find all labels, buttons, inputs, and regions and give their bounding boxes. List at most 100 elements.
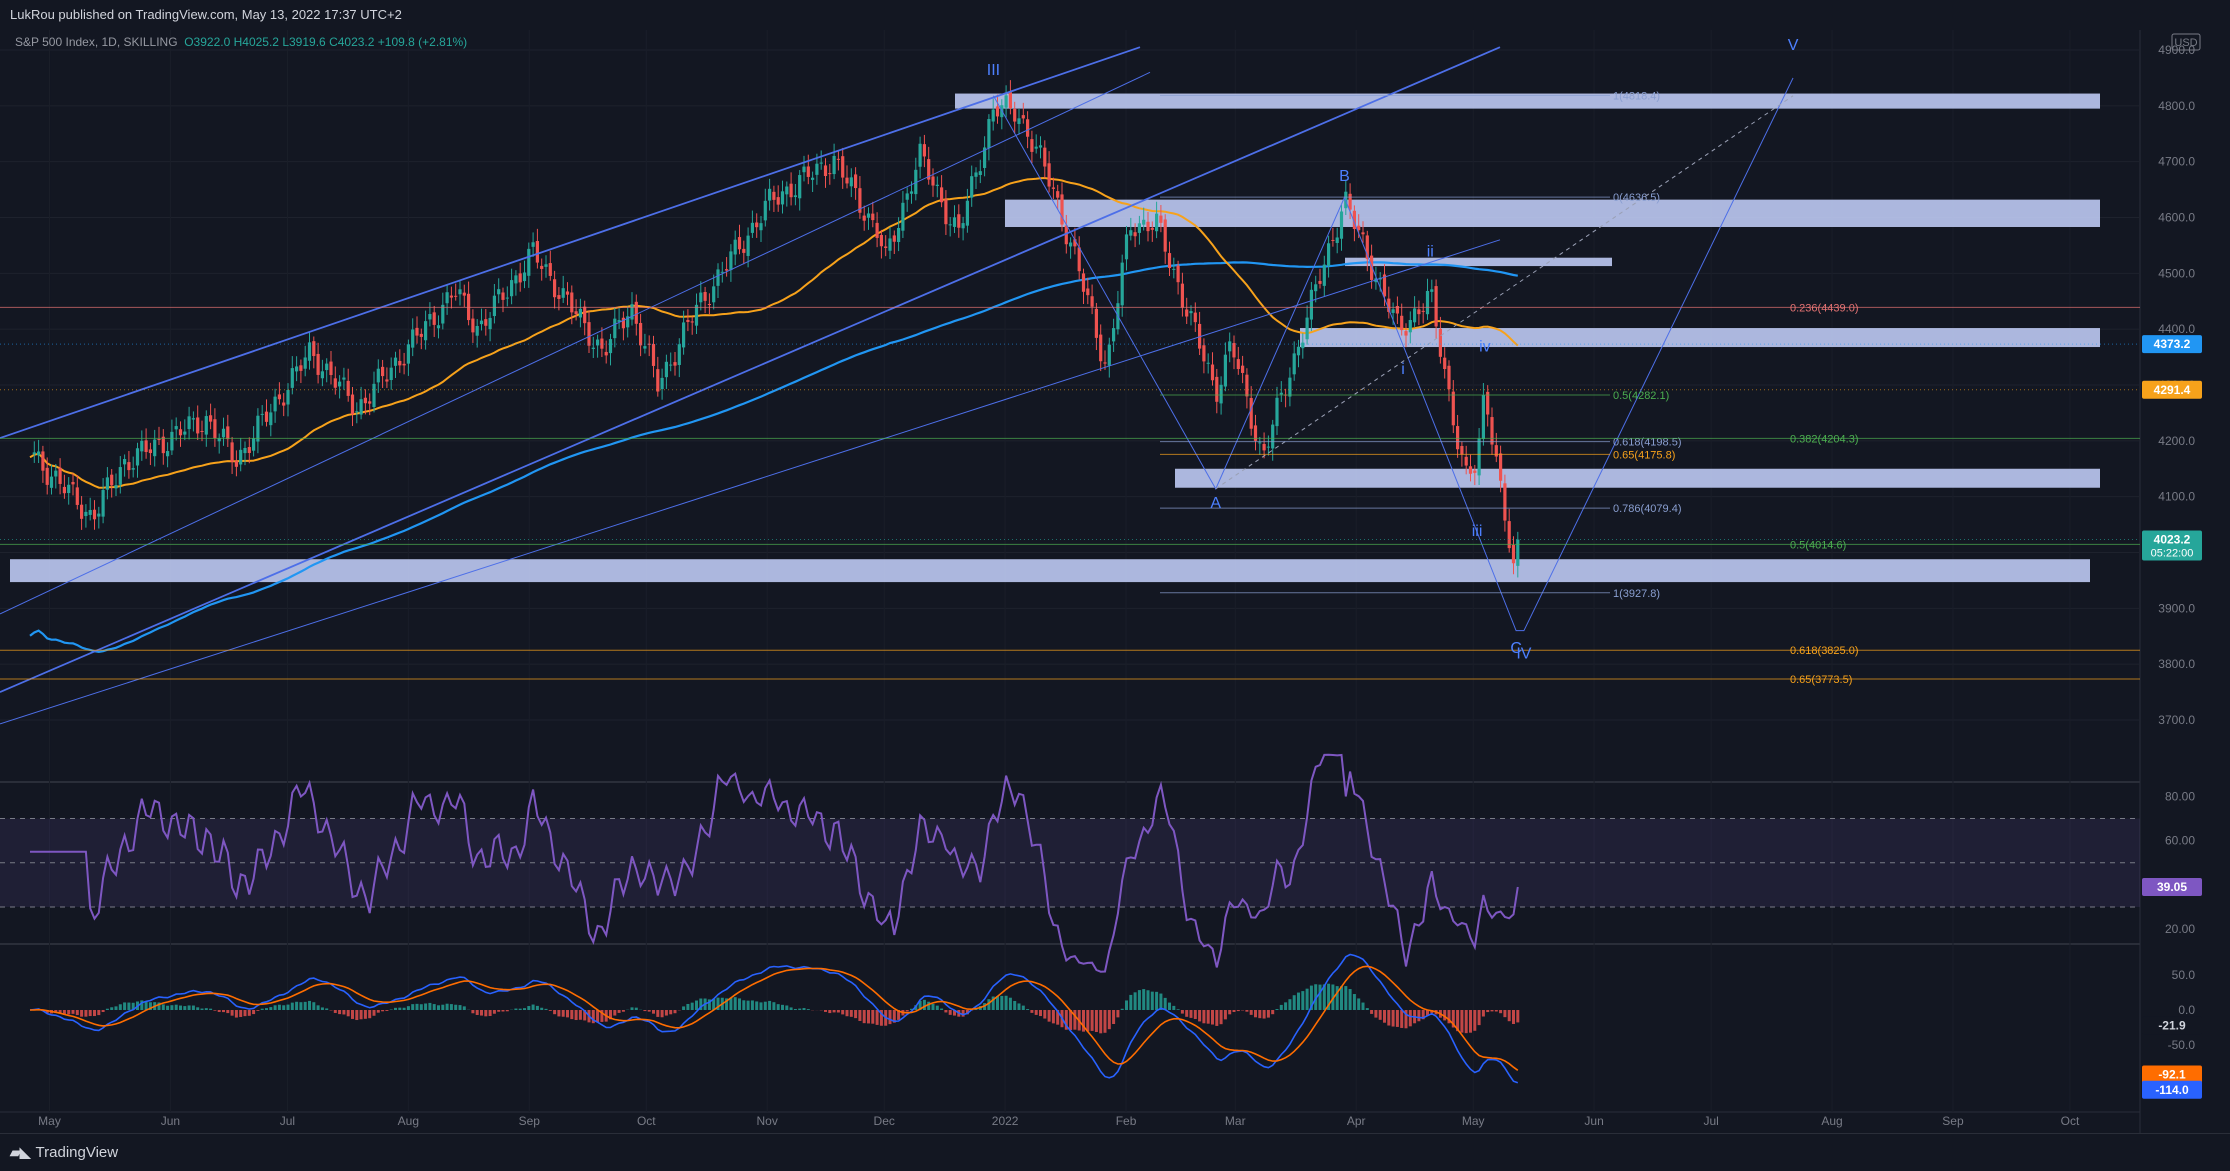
candle-body (729, 251, 732, 270)
candle-body (970, 176, 973, 197)
candle-body (837, 159, 840, 160)
wave-label-iv: IV (1516, 646, 1531, 663)
candle-body (286, 390, 289, 404)
macd-bar (248, 1010, 251, 1016)
candle-body (299, 365, 302, 371)
macd-bar (299, 1002, 302, 1010)
fib-level-label: 1(4818.4) (1613, 91, 1660, 103)
macd-bar (1026, 1009, 1029, 1010)
candle-body (1323, 265, 1326, 286)
candle-body (536, 241, 539, 263)
time-tick-label: Sep (1942, 1114, 1964, 1128)
candle-body (46, 468, 49, 485)
macd-bar (949, 1010, 952, 1015)
macd-value-label: -114.0 (2155, 1083, 2189, 1097)
macd-bar (1383, 1010, 1386, 1023)
wave-label-a: A (1210, 495, 1221, 512)
candle-body (338, 382, 341, 387)
macd-bar (962, 1010, 965, 1017)
time-tick-label: Oct (2061, 1114, 2080, 1128)
candle-body (407, 344, 410, 363)
candle-body (1439, 329, 1442, 357)
macd-bar (127, 1003, 130, 1010)
macd-bar (1000, 996, 1003, 1010)
candle-body (364, 398, 367, 403)
macd-bar (1353, 994, 1356, 1010)
candle-body (820, 163, 823, 164)
fib-level-label: 0.5(4282.1) (1613, 390, 1669, 402)
macd-bar (282, 1005, 285, 1010)
candle-body (755, 222, 758, 227)
macd-bar (1276, 1009, 1279, 1010)
fib-level-label: 0.382(4204.3) (1790, 433, 1859, 445)
candle-body (1465, 457, 1468, 466)
macd-bar (1267, 1010, 1270, 1018)
macd-bar (407, 1006, 410, 1010)
wave-label-iii: iii (1472, 523, 1483, 540)
candle-body (643, 346, 646, 348)
candle-body (828, 173, 831, 174)
macd-bar (1233, 1010, 1236, 1012)
fib-level-label: 0.618(3825.0) (1790, 645, 1859, 657)
candle-body (145, 440, 148, 452)
candle-body (575, 311, 578, 314)
macd-bar (454, 1005, 457, 1010)
macd-bar (1198, 1010, 1201, 1021)
candle-body (802, 167, 805, 173)
candle-body (140, 441, 143, 452)
candle-body (390, 368, 393, 380)
macd-bar (1362, 1003, 1365, 1010)
macd-bar (411, 1004, 414, 1010)
macd-bar (364, 1010, 367, 1019)
fib-level-label: 0.786(4079.4) (1613, 503, 1682, 515)
candle-body (398, 361, 401, 365)
candle-body (854, 174, 857, 188)
macd-bar (218, 1010, 221, 1012)
macd-bar (1086, 1010, 1089, 1031)
candle-body (1005, 95, 1008, 107)
candle-body (1112, 328, 1115, 341)
price-tick-label: 4700.0 (2158, 155, 2195, 169)
macd-bar (209, 1009, 212, 1010)
macd-bar (123, 1002, 126, 1010)
candle-body (1422, 311, 1425, 312)
macd-bar (420, 1004, 423, 1010)
macd-bar (334, 1010, 337, 1013)
macd-bar (1387, 1010, 1390, 1026)
macd-bar (691, 1003, 694, 1010)
candle-body (845, 178, 848, 184)
candle-body (1435, 286, 1438, 326)
macd-bar (557, 1010, 560, 1016)
candle-body (256, 416, 259, 442)
macd-bar (325, 1008, 328, 1010)
candle-body (119, 467, 122, 485)
candle-body (544, 264, 547, 267)
macd-bar (1491, 1010, 1494, 1011)
candle-body (824, 165, 827, 176)
wave-label-v: V (1788, 37, 1799, 54)
ohlc-open: O3922.0 (184, 35, 230, 49)
candle-body (274, 397, 277, 412)
candle-body (368, 401, 371, 403)
macd-bar (738, 998, 741, 1010)
macd-bar (1185, 1010, 1188, 1017)
candle-body (798, 175, 801, 198)
candle-body (226, 426, 229, 439)
candle-body (665, 362, 668, 377)
candle-body (884, 246, 887, 248)
candle-body (424, 321, 427, 340)
candle-body (1095, 309, 1098, 338)
candle-body (1490, 417, 1493, 444)
macd-bar (1280, 1005, 1283, 1010)
macd-bar (777, 1004, 780, 1010)
candle-body (385, 379, 388, 381)
macd-bar (1392, 1010, 1395, 1027)
candle-body (678, 344, 681, 365)
candle-body (919, 144, 922, 167)
tradingview-logo[interactable]: ▰◣ TradingView (10, 1144, 118, 1161)
macd-bar (566, 1010, 569, 1017)
time-tick-label: Oct (637, 1114, 656, 1128)
candle-body (1331, 240, 1334, 241)
candle-body (1103, 362, 1106, 363)
